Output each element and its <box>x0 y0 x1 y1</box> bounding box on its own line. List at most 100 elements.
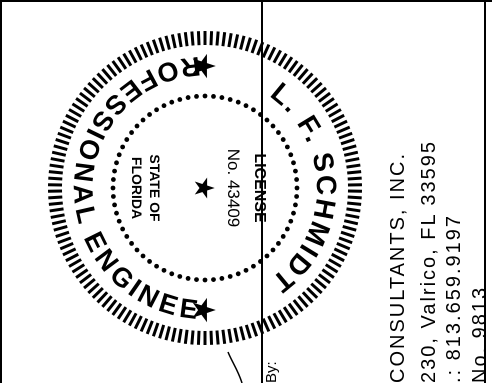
seal-dot <box>258 112 263 117</box>
seal-tick <box>106 299 118 312</box>
seal-dot <box>161 103 167 109</box>
seal-dot <box>227 97 233 102</box>
seal-dot <box>276 241 281 246</box>
seal-dot <box>116 152 122 158</box>
seal-dot <box>291 160 296 166</box>
seal-dot <box>185 95 191 100</box>
seal-dot <box>134 123 140 129</box>
seal-tick <box>96 72 109 85</box>
seal-dot <box>185 276 191 281</box>
seal-tick <box>145 320 154 335</box>
seal-tick <box>347 176 362 181</box>
seal-tick <box>111 302 123 316</box>
seal-tick <box>139 43 149 58</box>
seal-dot <box>243 267 249 273</box>
seal-dot <box>243 103 249 109</box>
firm-phone: .: 813.659.9197 <box>443 214 465 383</box>
seal-tick <box>49 163 64 169</box>
seal-dot <box>110 177 116 182</box>
seal-dot <box>258 259 263 264</box>
seal-tick <box>314 277 327 290</box>
seal-tick <box>65 113 79 124</box>
seal-dot <box>264 253 270 259</box>
seal-dot <box>219 276 225 281</box>
seal-tick <box>133 315 143 330</box>
seal-dot <box>264 117 270 123</box>
seal-tick <box>79 273 93 285</box>
seal-tick <box>49 207 64 213</box>
seal-tick <box>346 207 361 213</box>
seal-tick <box>306 286 319 299</box>
seal-dot <box>235 99 241 105</box>
star-icon: ★ <box>188 297 219 322</box>
seal-dot <box>129 130 134 135</box>
seal-tick <box>233 34 240 49</box>
seal-tick <box>233 327 240 342</box>
signature-stroke <box>227 351 243 383</box>
seal-dot <box>294 185 300 191</box>
seal-state-label: STATE OF <box>147 154 163 222</box>
seal-tick <box>342 144 357 151</box>
seal-dot <box>211 277 216 283</box>
seal-dot <box>270 247 276 253</box>
seal-dot <box>219 95 225 100</box>
seal-tick <box>336 125 351 134</box>
seal-tick <box>190 330 195 345</box>
seal-tick <box>55 230 70 238</box>
seal-tick <box>116 306 128 320</box>
seal-tick <box>227 32 233 48</box>
seal-dot <box>294 177 300 182</box>
seal: L. F. SCHMIDT PROFESSIONAL ENGINEER ★ ★ … <box>47 31 363 345</box>
star-icon: ★ <box>190 177 217 199</box>
seal-tick <box>331 252 345 263</box>
seal-tick <box>62 247 77 257</box>
seal-dot <box>154 263 159 269</box>
seal-dot <box>110 194 116 199</box>
star-icon: ★ <box>188 53 219 78</box>
seal-tick <box>347 201 362 206</box>
seal-tick <box>310 282 323 295</box>
seal-dot <box>112 202 117 208</box>
seal-dot <box>288 152 294 158</box>
seal-dot <box>120 226 126 232</box>
seal-tick <box>75 268 89 279</box>
seal-tick <box>190 31 195 46</box>
seal-tick <box>314 86 327 99</box>
seal-tick <box>122 309 133 324</box>
seal-tick <box>65 252 79 263</box>
seal-tick <box>122 52 133 67</box>
seal-dot <box>124 137 130 142</box>
seal-tick <box>345 157 360 163</box>
seal-tick <box>83 86 96 99</box>
seal-dot <box>293 202 298 208</box>
seal-tick <box>68 108 82 118</box>
seal-tick <box>62 119 77 129</box>
seal-tick <box>250 39 259 54</box>
seal-tick <box>151 322 160 337</box>
seal-dot <box>169 271 175 277</box>
seal-dot <box>288 218 294 224</box>
seal-tick <box>346 163 361 169</box>
seal-tick <box>164 35 171 50</box>
seal-tick <box>301 291 314 304</box>
seal-dot <box>194 277 199 283</box>
seal-tick <box>116 56 128 70</box>
seal-tick <box>170 327 177 342</box>
seal-tick <box>338 131 353 140</box>
seal-tick <box>57 131 72 140</box>
seal-tick <box>297 295 309 308</box>
seal-tick <box>221 32 227 47</box>
seal-tick <box>297 68 309 81</box>
seal-tick <box>343 219 359 226</box>
title-block: CONSULTANTS, INC. 230, Valrico, FL 33595… <box>263 140 491 383</box>
seal-tick <box>106 64 118 77</box>
seal-dot <box>177 274 183 279</box>
seal-tick <box>282 306 294 320</box>
seal-dot <box>114 210 119 216</box>
seal-tick <box>68 258 82 268</box>
seal-tick <box>239 35 246 50</box>
seal-dot <box>280 137 286 142</box>
seal-dot <box>177 97 183 102</box>
seal-tick <box>345 213 360 219</box>
seal-tick <box>50 213 65 219</box>
